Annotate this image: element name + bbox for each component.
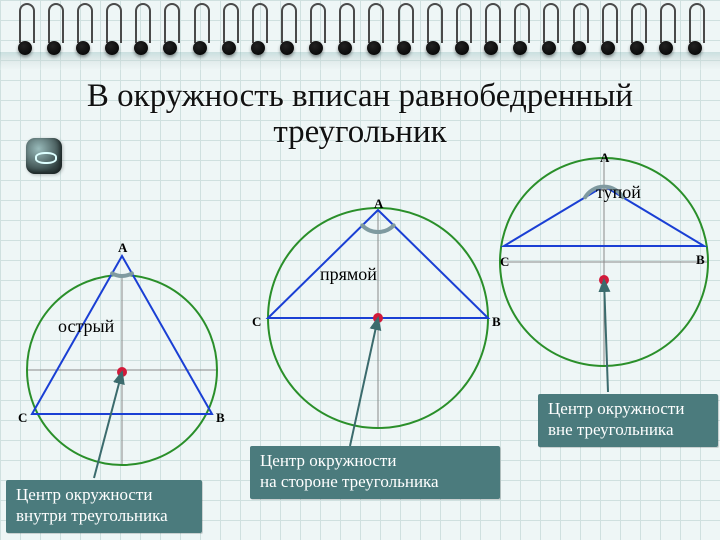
callout-center-onside: Центр окружности на стороне треугольника [250,446,500,499]
vertex-B-obtuse: B [696,252,705,268]
vertex-C-obtuse: C [500,254,509,270]
callout-center-outside: Центр окружности вне треугольника [538,394,718,447]
figure-acute [27,256,217,478]
vertex-A-right: A [374,196,383,212]
slide-root: В окружность вписан равнобедренный треуг… [0,0,720,540]
vertex-C-right: C [252,314,261,330]
angle-label-obtuse: тупой [596,182,641,203]
angle-label-right: прямой [320,264,377,285]
figure-right [268,208,488,446]
vertex-A-obtuse: A [600,150,609,166]
vertex-C-acute: C [18,410,27,426]
vertex-A-acute: A [118,240,127,256]
vertex-B-acute: B [216,410,225,426]
angle-label-acute: острый [58,316,114,337]
callout-center-inside: Центр окружности внутри треугольника [6,480,202,533]
vertex-B-right: B [492,314,501,330]
